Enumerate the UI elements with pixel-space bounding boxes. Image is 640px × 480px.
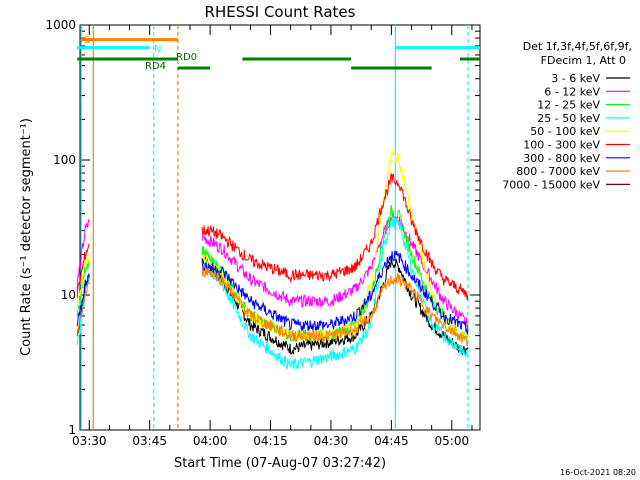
series-line	[76, 254, 90, 314]
x-tick-label: 04:30	[314, 434, 349, 448]
x-tick-label: 05:00	[435, 434, 470, 448]
timestamp: 16-Oct-2021 08:20	[560, 468, 636, 477]
legend-header-line-1: Det 1f,3f,4f,5f,6f,9f,	[523, 40, 632, 53]
series-line	[76, 219, 90, 291]
x-axis-label: Start Time (07-Aug-07 03:27:42)	[174, 456, 386, 471]
legend: Det 1f,3f,4f,5f,6f,9f, FDecim 1, Att 0 3…	[502, 40, 632, 191]
series-lines	[76, 149, 469, 370]
legend-entry-label: 800 - 7000 keV	[516, 165, 600, 178]
series-line	[201, 173, 469, 301]
x-tick-label: 03:30	[72, 434, 107, 448]
series-line	[201, 250, 469, 335]
x-tick-label: 04:15	[253, 434, 288, 448]
tick-labels: 03:30 03:45 04:00 04:15 04:30 04:45 05:00 1 10 10…	[45, 18, 469, 448]
y-axis-label: Count Rate (s⁻¹ detector segment⁻¹)	[19, 118, 34, 356]
flag-label: S	[84, 35, 90, 46]
series-line	[76, 243, 90, 298]
vertical-lines	[80, 25, 469, 430]
legend-entry-label: 100 - 300 keV	[523, 139, 600, 152]
legend-entry-label: 12 - 25 keV	[537, 99, 600, 112]
legend-entry-label: 50 - 100 keV	[530, 125, 600, 138]
legend-entry-label: 25 - 50 keV	[537, 112, 600, 125]
series-line	[201, 211, 469, 331]
legend-entry-label: 3 - 6 keV	[551, 72, 600, 85]
plot-frame	[79, 24, 481, 431]
flag-bars: S N RD4 RD0	[77, 35, 480, 72]
x-tick-label: 03:45	[132, 434, 167, 448]
series-line	[201, 266, 469, 347]
y-tick-label: 1000	[45, 18, 76, 32]
flag-label: RD0	[176, 52, 197, 63]
y-tick-label: 10	[61, 288, 76, 302]
legend-header-line-2: FDecim 1, Att 0	[541, 54, 626, 67]
flag-label: RD4	[145, 61, 166, 72]
series-line	[201, 216, 469, 370]
y-tick-label: 100	[53, 153, 76, 167]
axes	[79, 24, 481, 431]
x-tick-label: 04:00	[193, 434, 228, 448]
series-line	[76, 280, 90, 337]
flag-label: N	[154, 44, 161, 55]
legend-entry-label: 6 - 12 keV	[544, 85, 600, 98]
chart-title: RHESSI Count Rates	[205, 3, 356, 21]
x-tick-label: 04:45	[374, 434, 409, 448]
legend-entry-label: 300 - 800 keV	[523, 152, 600, 165]
legend-entry-label: 7000 - 15000 keV	[502, 178, 600, 191]
y-tick-label: 1	[68, 423, 76, 437]
